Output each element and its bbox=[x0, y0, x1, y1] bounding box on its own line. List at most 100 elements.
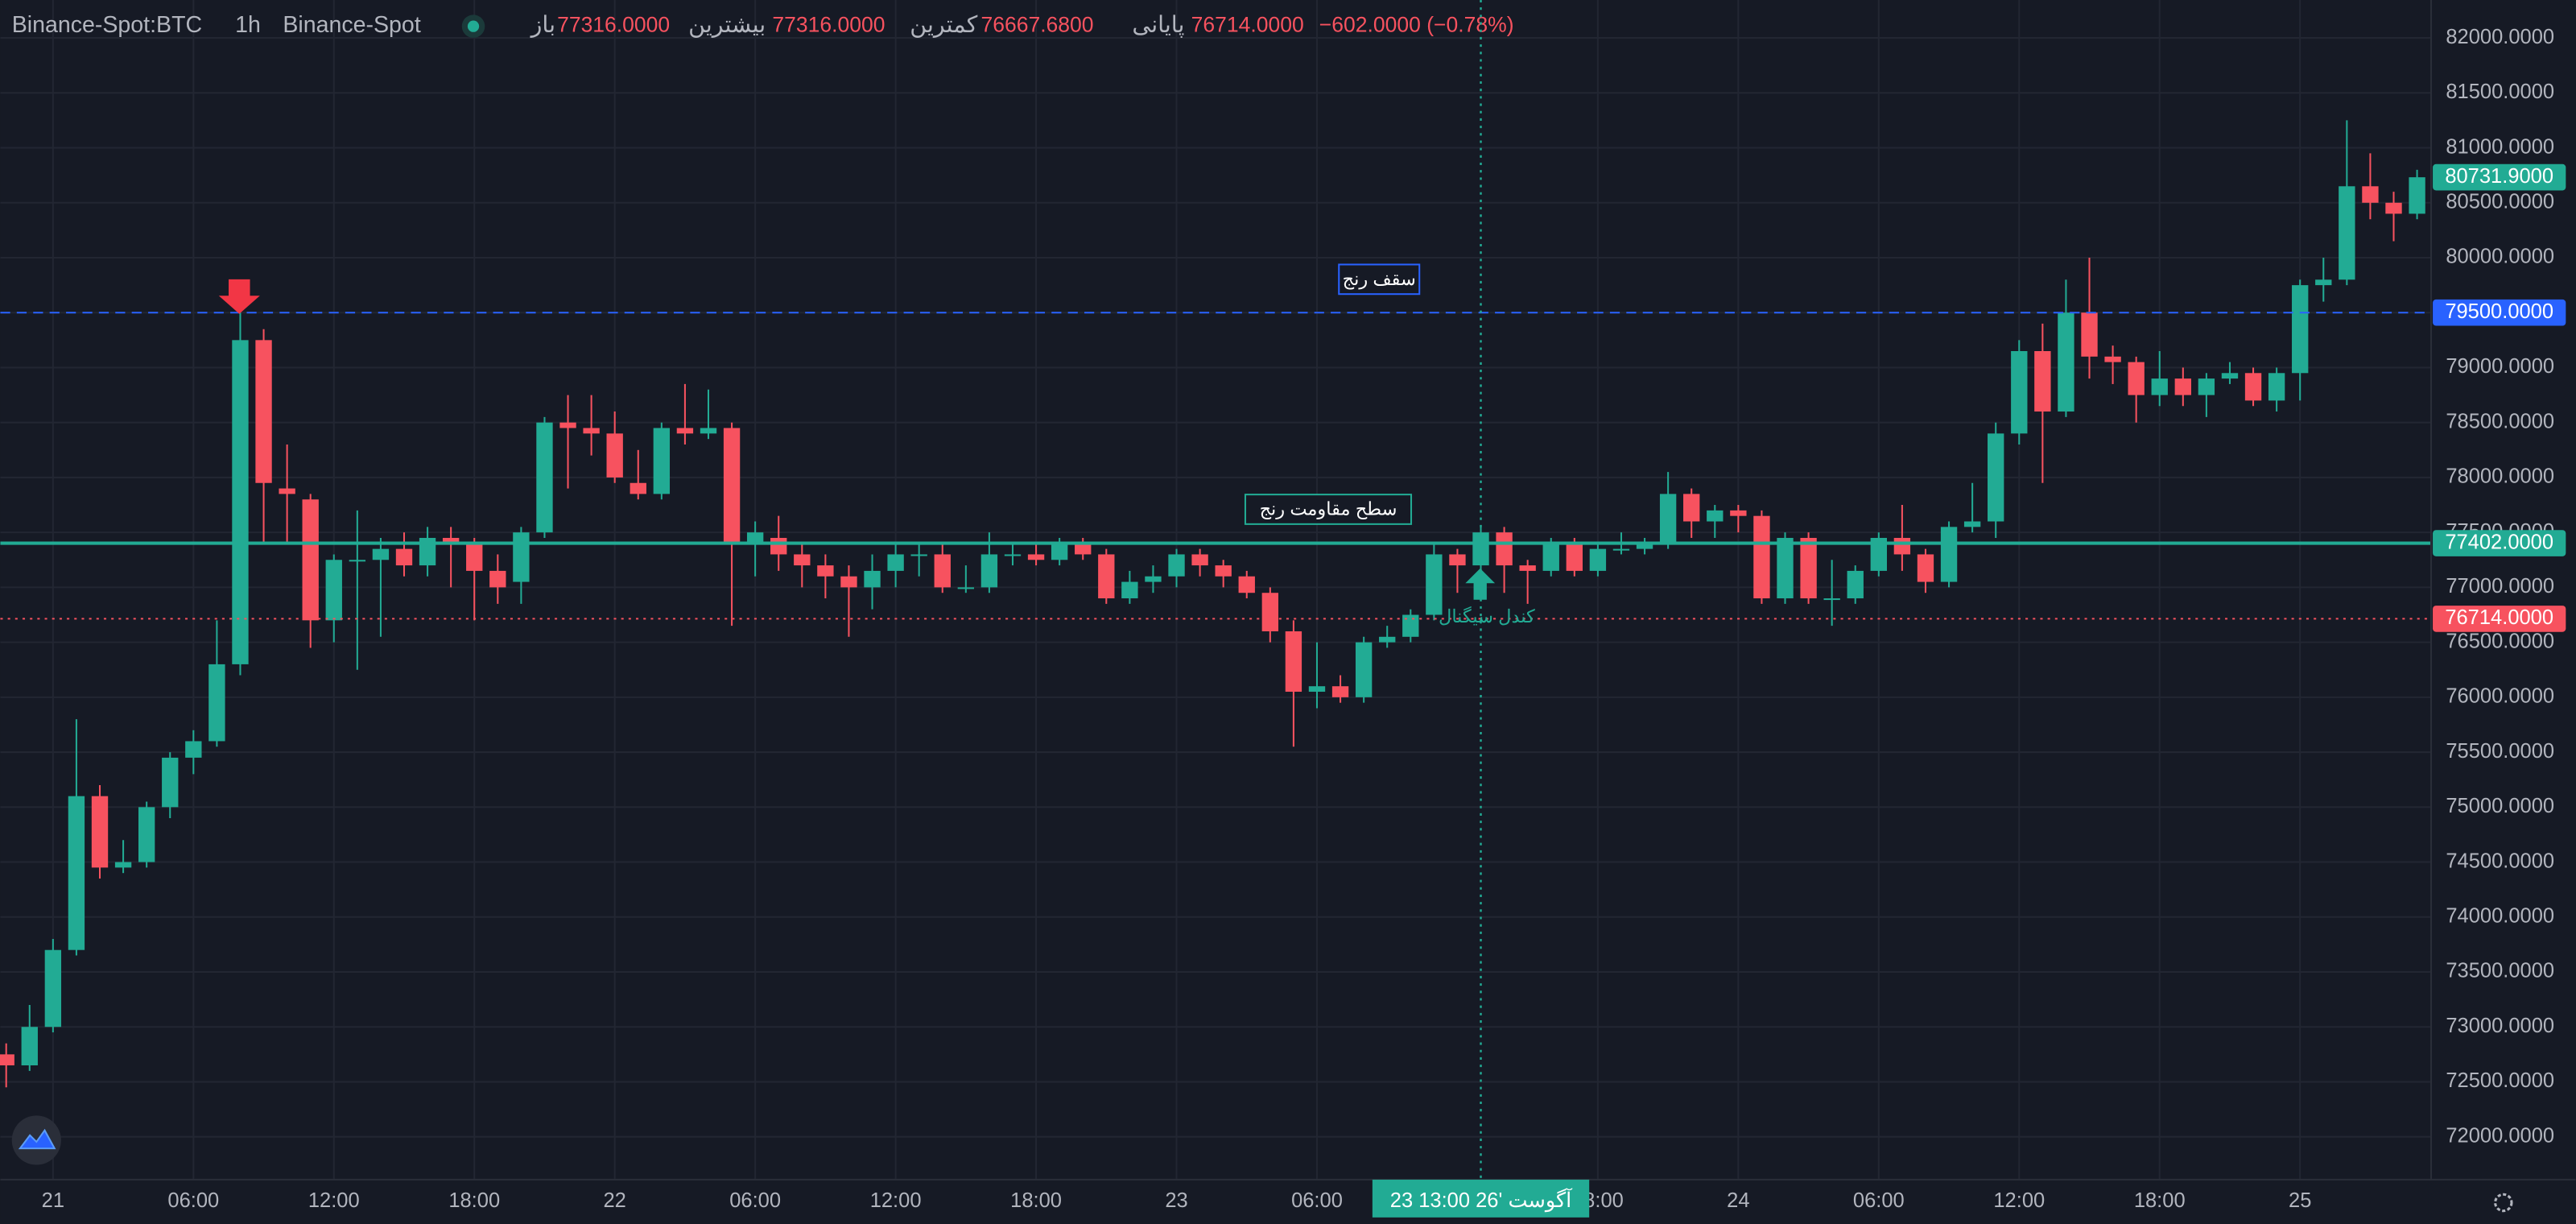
candle-body bbox=[2292, 285, 2309, 374]
settings-icon[interactable] bbox=[2494, 1193, 2513, 1213]
candle-body bbox=[676, 428, 694, 434]
candle-body bbox=[887, 554, 904, 571]
candle-body bbox=[114, 862, 132, 868]
price-label: 77402.0000 bbox=[2445, 531, 2553, 553]
candle-body bbox=[255, 340, 272, 483]
candle-body bbox=[395, 548, 413, 566]
candle-body bbox=[138, 807, 155, 862]
annotation: کندل سیگنال bbox=[1439, 606, 1535, 626]
y-tick-label: 75000.0000 bbox=[2446, 795, 2554, 817]
candle-body bbox=[2409, 177, 2425, 214]
candle-body bbox=[279, 488, 295, 494]
candle-body bbox=[1823, 598, 1840, 601]
candle-body bbox=[1659, 494, 1677, 544]
candle-body bbox=[91, 796, 109, 868]
candle-body bbox=[1730, 510, 1747, 516]
change: −602.0000 (−0.78%) bbox=[1319, 13, 1514, 37]
annotation: سقف رنج bbox=[1343, 269, 1416, 290]
x-tick-label: 12:00 bbox=[308, 1189, 360, 1212]
x-tick-label: 23 bbox=[1165, 1189, 1187, 1212]
candle-body bbox=[1496, 532, 1513, 566]
candle-body bbox=[1191, 554, 1208, 566]
candle-body bbox=[302, 499, 319, 621]
candle-body bbox=[1707, 510, 1724, 522]
x-tick-label: 12:00 bbox=[1993, 1189, 2045, 1212]
candle-body bbox=[723, 428, 741, 544]
candles bbox=[0, 120, 2432, 1088]
candle-body bbox=[1870, 537, 1887, 571]
logo-icon bbox=[18, 1128, 56, 1150]
candle-body bbox=[2385, 202, 2402, 214]
x-tick-label: 25 bbox=[2289, 1189, 2311, 1212]
candle-body bbox=[232, 340, 249, 664]
candle-body bbox=[372, 548, 390, 560]
candle-body bbox=[934, 554, 951, 588]
y-tick-label: 80500.0000 bbox=[2446, 191, 2554, 213]
candle-body bbox=[1145, 576, 1162, 582]
y-tick-label: 82000.0000 bbox=[2446, 26, 2554, 48]
x-tick-label: 06:00 bbox=[1291, 1189, 1343, 1212]
y-tick-label: 77000.0000 bbox=[2446, 575, 2554, 598]
candle-body bbox=[2081, 312, 2098, 357]
candle-body bbox=[840, 576, 857, 588]
candle-body bbox=[817, 565, 834, 577]
candle-body bbox=[606, 433, 623, 478]
candle-body bbox=[536, 422, 553, 533]
candle-body bbox=[1847, 570, 1864, 599]
candle-body bbox=[2011, 350, 2028, 434]
candle-body bbox=[1331, 686, 1349, 697]
candle-body bbox=[325, 560, 342, 621]
y-tick-label: 73000.0000 bbox=[2446, 1015, 2554, 1037]
x-tick-label: 24 bbox=[1727, 1189, 1749, 1212]
candle-body bbox=[44, 949, 62, 1028]
x-tick-label: 06:00 bbox=[729, 1189, 781, 1212]
candle-body bbox=[2268, 373, 2285, 401]
candle-body bbox=[185, 741, 202, 758]
candle-body bbox=[980, 554, 998, 588]
candle-body bbox=[653, 428, 671, 494]
candle-body bbox=[1004, 554, 1022, 556]
x-tick-label: 21 bbox=[42, 1189, 64, 1212]
overlay: 72000.0000 72500.0000 73000.0000 73500.0000… bbox=[42, 0, 2566, 1218]
candle-body bbox=[1917, 554, 1934, 582]
y-tick-label: 78500.0000 bbox=[2446, 410, 2554, 432]
x-tick-label: 18:00 bbox=[1010, 1189, 1062, 1212]
candle-body bbox=[1261, 593, 1279, 631]
candle-body bbox=[513, 532, 530, 582]
x-tick-label: 18:00 bbox=[2134, 1189, 2186, 1212]
y-tick-label: 81500.0000 bbox=[2446, 81, 2554, 103]
candle-body bbox=[1379, 636, 1396, 643]
candle-body bbox=[2244, 373, 2262, 401]
y-tick-label: 74000.0000 bbox=[2446, 905, 2554, 928]
x-tick-label: 12:00 bbox=[870, 1189, 922, 1212]
sell-arrow bbox=[218, 279, 260, 314]
candle-body bbox=[1426, 554, 1443, 615]
x-tick-label: 18:00 bbox=[448, 1189, 500, 1212]
y-tick-label: 72500.0000 bbox=[2446, 1069, 2554, 1092]
candle-body bbox=[21, 1027, 38, 1065]
crosshair-label: 23 آگوست '26 13:00 bbox=[1390, 1187, 1573, 1213]
y-tick-label: 73500.0000 bbox=[2446, 960, 2554, 982]
candle-body bbox=[2034, 350, 2051, 412]
annotation-box bbox=[1244, 494, 1413, 525]
logo[interactable] bbox=[11, 1115, 61, 1165]
candle-body bbox=[489, 570, 506, 588]
candle-body bbox=[630, 482, 646, 494]
candle-body bbox=[583, 428, 600, 434]
exchange: Binance-Spot bbox=[283, 12, 420, 38]
candle-body bbox=[1566, 543, 1583, 571]
y-tick-label: 76500.0000 bbox=[2446, 630, 2554, 652]
candle-body bbox=[1051, 543, 1068, 560]
y-tick-label: 78000.0000 bbox=[2446, 465, 2554, 488]
candle-body bbox=[794, 554, 811, 566]
candle-body bbox=[1988, 433, 2004, 522]
annotation-box bbox=[1338, 263, 1421, 296]
price-label-box bbox=[2433, 530, 2566, 556]
candle-body bbox=[1355, 642, 1373, 697]
candle-body bbox=[2339, 186, 2355, 280]
candle-body bbox=[1168, 554, 1185, 577]
candle-body bbox=[2151, 378, 2168, 395]
candle-body bbox=[2315, 279, 2332, 286]
candle-body bbox=[2362, 186, 2379, 203]
